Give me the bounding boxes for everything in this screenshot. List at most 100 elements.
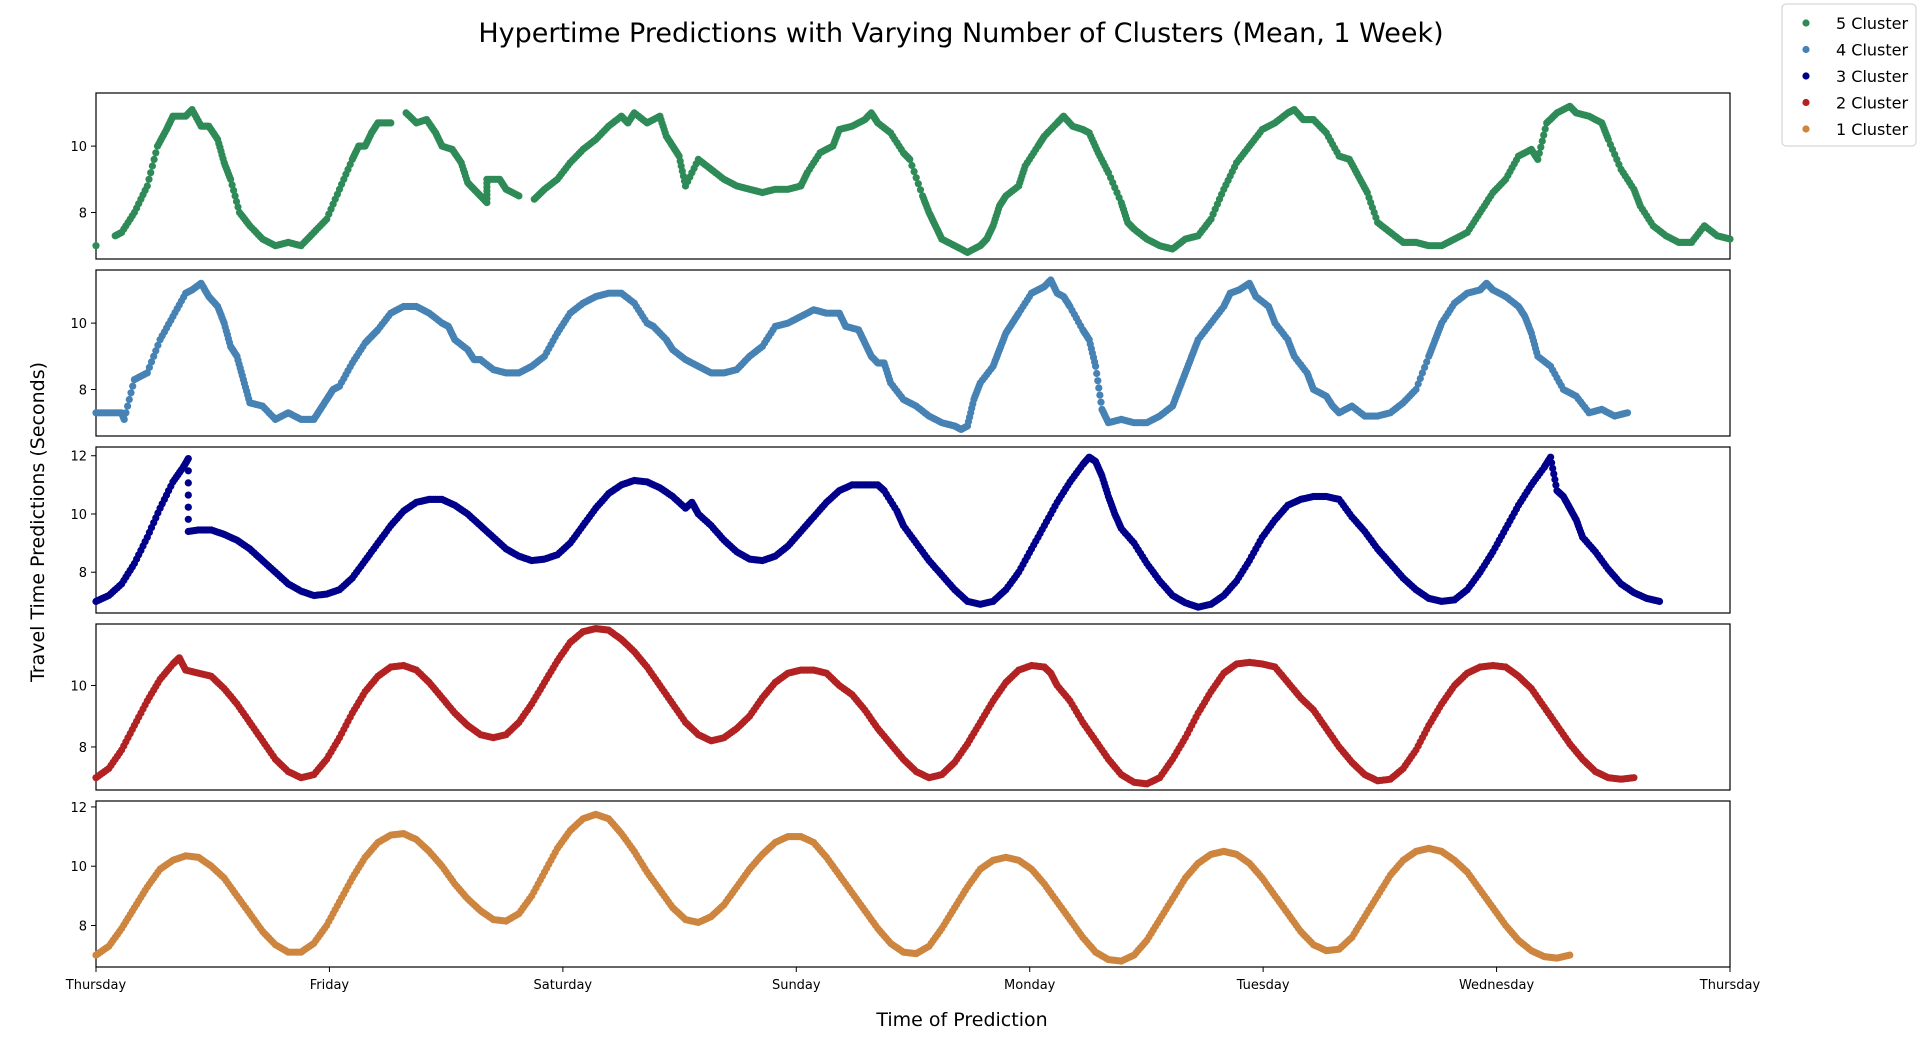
y-tick-label: 8: [79, 384, 87, 399]
legend-marker: [1802, 125, 1810, 133]
legend-label: 5 Cluster: [1836, 14, 1908, 33]
data-point: [184, 467, 192, 475]
data-point: [1538, 137, 1546, 145]
panel-1: 8 10: [70, 92, 1734, 260]
x-tick-label: Monday: [1004, 978, 1056, 993]
x-tick-label: Thursday: [1699, 978, 1761, 993]
data-point: [129, 382, 137, 390]
y-tick-label: 10: [70, 860, 87, 875]
data-point: [1541, 125, 1549, 133]
data-point: [231, 192, 239, 200]
data-point: [387, 119, 395, 127]
data-point: [1416, 374, 1424, 383]
data-point: [1552, 481, 1560, 489]
data-point: [184, 503, 192, 511]
data-point: [1412, 385, 1420, 394]
data-point: [1540, 131, 1548, 139]
data-point: [150, 155, 158, 163]
data-point: [184, 515, 192, 523]
x-tick-label: Friday: [310, 978, 350, 993]
data-point: [143, 369, 151, 377]
legend-marker: [1802, 19, 1810, 27]
data-point: [1537, 143, 1545, 151]
data-point: [1418, 369, 1426, 377]
panel-frame: [95, 800, 1731, 968]
data-point: [127, 389, 135, 397]
data-point: [125, 395, 133, 404]
data-point: [184, 455, 192, 463]
data-point: [152, 149, 160, 157]
legend-marker: [1802, 98, 1810, 107]
data-point: [92, 242, 100, 250]
data-point: [914, 180, 922, 188]
data-point: [1655, 597, 1664, 606]
y-tick-label: 10: [70, 679, 87, 694]
y-axis-title: Travel Time Predictions (Seconds): [27, 362, 49, 683]
panel-4: 8 10: [70, 623, 1731, 791]
data-point: [1092, 362, 1100, 370]
data-point: [1549, 464, 1557, 472]
legend-frame: [1781, 3, 1917, 147]
data-point: [1726, 235, 1734, 243]
chart-title: Hypertime Predictions with Varying Numbe…: [478, 18, 1443, 49]
data-point: [124, 402, 132, 410]
panel-5: 8 10 12: [70, 800, 1731, 968]
panel-2: 8 10: [70, 269, 1731, 437]
y-tick-label: 12: [70, 450, 87, 465]
data-point: [1630, 774, 1638, 782]
y-tick-label: 8: [79, 920, 87, 935]
y-tick-label: 10: [70, 140, 87, 155]
data-point: [1421, 363, 1429, 371]
chart-panels: 8 10 8 10 8 10 12 8 10 8 10 12: [70, 92, 1734, 968]
data-point: [1550, 470, 1558, 478]
y-tick-label: 8: [79, 741, 87, 756]
legend-label: 2 Cluster: [1836, 94, 1908, 113]
legend-label: 1 Cluster: [1836, 120, 1908, 139]
data-point: [120, 415, 128, 423]
panel-3: 8 10 12: [70, 446, 1731, 614]
data-point: [145, 175, 153, 183]
y-tick-label: 8: [79, 207, 87, 222]
legend-marker: [1802, 72, 1810, 80]
x-tick-label: Sunday: [772, 978, 821, 993]
data-point: [1623, 409, 1632, 417]
x-tick-label: Wednesday: [1459, 978, 1535, 993]
data-point: [1414, 380, 1422, 388]
data-point: [147, 358, 156, 366]
data-point: [148, 162, 156, 170]
data-point: [184, 491, 192, 499]
data-point: [147, 169, 155, 177]
data-point: [908, 161, 916, 170]
data-point: [232, 197, 241, 206]
x-axis-title: Time of Prediction: [875, 1009, 1047, 1031]
data-point: [910, 168, 918, 176]
data-point: [150, 352, 158, 360]
data-point: [1096, 391, 1104, 399]
x-tick-label: Tuesday: [1236, 978, 1290, 993]
data-point: [1548, 459, 1556, 467]
panel-frame: [95, 623, 1731, 791]
data-point: [916, 186, 925, 194]
data-point: [154, 341, 162, 349]
data-point: [906, 155, 914, 163]
panel-frame: [95, 269, 1731, 437]
x-axis: Thursday Friday Saturday Sunday Monday Tuesda…: [65, 967, 1761, 993]
x-tick-label: Thursday: [65, 978, 127, 993]
data-point: [152, 347, 160, 355]
y-tick-label: 12: [70, 801, 87, 816]
data-point: [1547, 453, 1555, 461]
data-point: [912, 174, 920, 182]
panel-frame: [95, 446, 1731, 614]
data-point: [1094, 377, 1102, 385]
panel-frame: [95, 92, 1731, 260]
data-point: [145, 363, 153, 371]
data-point: [1534, 155, 1542, 163]
data-point: [1095, 384, 1103, 392]
data-point: [1093, 369, 1101, 378]
y-tick-label: 10: [70, 317, 87, 332]
legend-label: 4 Cluster: [1836, 41, 1908, 60]
data-point: [122, 409, 130, 417]
data-point: [1551, 475, 1559, 484]
data-point: [515, 192, 523, 200]
